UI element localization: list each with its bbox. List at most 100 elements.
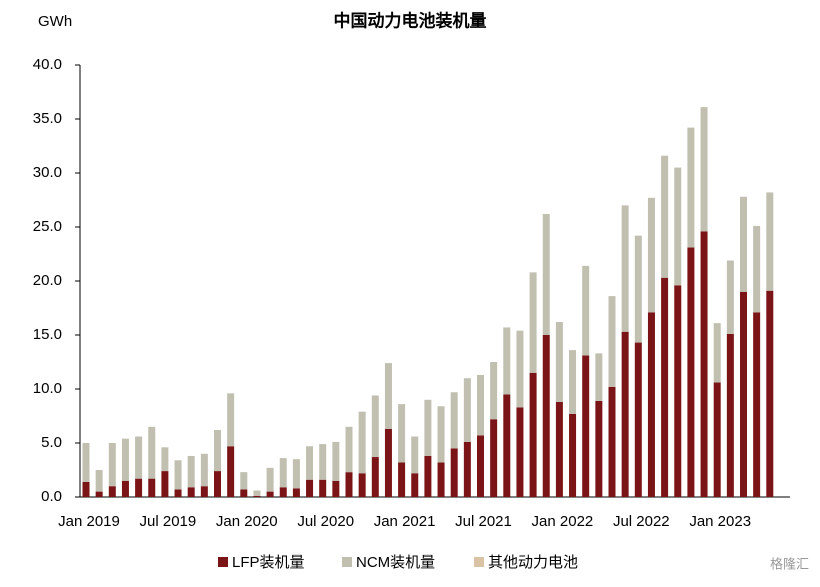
bar xyxy=(634,342,642,497)
y-tick-label: 25.0 xyxy=(33,218,62,235)
y-tick-label: 30.0 xyxy=(33,164,62,181)
bar xyxy=(135,436,143,479)
bar xyxy=(674,285,682,497)
bar xyxy=(306,479,314,497)
bar xyxy=(266,491,274,497)
bar xyxy=(358,473,366,497)
bar xyxy=(135,478,143,497)
bar xyxy=(490,419,498,497)
x-tick-label: Jan 2019 xyxy=(58,513,120,530)
bar xyxy=(700,231,708,497)
legend-swatch xyxy=(474,557,484,567)
bar xyxy=(227,393,235,447)
bar xyxy=(384,428,392,497)
bar xyxy=(108,443,116,487)
bar xyxy=(319,479,327,497)
bar xyxy=(292,488,300,497)
bar xyxy=(542,214,550,335)
bar xyxy=(174,460,182,490)
bar xyxy=(174,489,182,497)
bar xyxy=(503,394,511,497)
bar xyxy=(121,438,129,481)
bar xyxy=(450,392,458,449)
bar xyxy=(240,472,248,490)
bar xyxy=(753,225,761,313)
bar xyxy=(766,290,774,497)
bar xyxy=(766,192,774,291)
bar xyxy=(569,413,577,497)
bar xyxy=(569,350,577,414)
bar xyxy=(161,447,169,472)
bar xyxy=(332,441,340,481)
bar xyxy=(477,374,484,436)
bar xyxy=(753,312,761,497)
x-tick-label: Jul 2020 xyxy=(297,513,354,530)
bar xyxy=(371,395,379,458)
bar xyxy=(555,401,563,497)
bar xyxy=(582,265,590,356)
bar xyxy=(595,400,603,497)
bar xyxy=(240,489,248,497)
legend-label: 其他动力电池 xyxy=(488,554,578,571)
bar xyxy=(187,487,195,497)
bar xyxy=(542,335,550,497)
bar xyxy=(608,296,616,387)
bar xyxy=(687,127,695,248)
bar xyxy=(621,205,629,332)
bar xyxy=(437,462,445,497)
x-tick-label: Jan 2020 xyxy=(216,513,278,530)
y-tick-label: 5.0 xyxy=(41,434,62,451)
x-tick-label: Jul 2021 xyxy=(455,513,512,530)
legend-label: NCM装机量 xyxy=(356,554,435,571)
bar xyxy=(200,453,208,487)
bar xyxy=(687,247,695,497)
bar xyxy=(450,448,458,497)
bar xyxy=(82,443,90,482)
bar xyxy=(332,480,340,497)
bar xyxy=(437,406,445,463)
bar xyxy=(516,407,524,497)
bar xyxy=(529,372,537,497)
bar xyxy=(121,480,129,497)
bar xyxy=(582,355,590,497)
bar xyxy=(148,478,156,497)
bar xyxy=(608,386,616,497)
y-tick-label: 15.0 xyxy=(33,326,62,343)
bar xyxy=(279,487,287,497)
bar xyxy=(516,330,524,408)
bar xyxy=(187,455,195,488)
bar xyxy=(253,490,261,496)
x-tick-label: Jul 2019 xyxy=(140,513,197,530)
chart-title: 中国动力电池装机量 xyxy=(334,10,487,30)
bar xyxy=(279,458,287,488)
y-unit: GWh xyxy=(38,13,72,30)
bar xyxy=(266,467,274,492)
x-tick-label: Jan 2021 xyxy=(374,513,436,530)
bar xyxy=(661,277,669,497)
bar xyxy=(463,378,471,442)
bar xyxy=(424,399,432,456)
bar xyxy=(214,430,221,472)
bar xyxy=(700,107,708,232)
bar xyxy=(713,323,721,383)
bar xyxy=(740,291,747,497)
legend-swatch xyxy=(342,557,352,567)
bar xyxy=(595,353,603,401)
bar xyxy=(95,470,103,492)
bar xyxy=(477,435,484,497)
y-tick-label: 35.0 xyxy=(33,110,62,127)
y-tick-label: 20.0 xyxy=(33,272,62,289)
y-tick-label: 0.0 xyxy=(41,488,62,505)
bar xyxy=(398,404,406,463)
bar xyxy=(490,362,498,420)
watermark: 格隆汇 xyxy=(770,556,809,571)
bar xyxy=(647,312,655,497)
bar xyxy=(358,411,366,474)
bar xyxy=(726,333,734,497)
bar xyxy=(306,446,314,480)
y-tick-label: 40.0 xyxy=(33,56,62,73)
bar xyxy=(424,455,432,497)
bar xyxy=(529,272,537,373)
bar xyxy=(503,327,511,395)
